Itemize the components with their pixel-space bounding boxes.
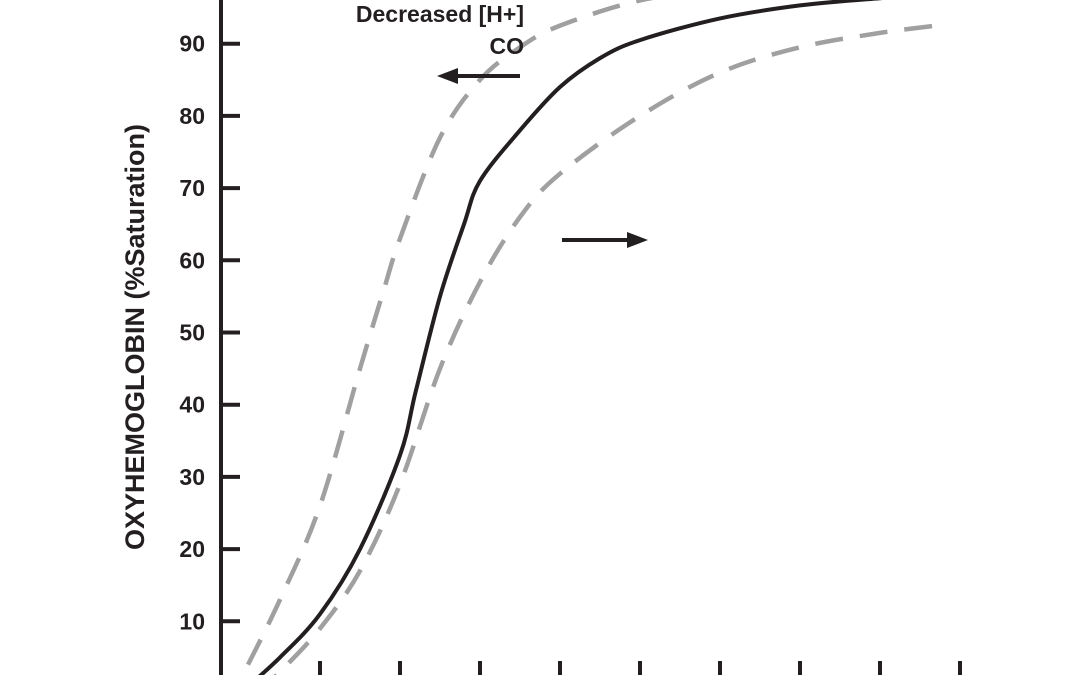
annotation-co: CO bbox=[490, 33, 525, 59]
right-shift-arrow bbox=[562, 232, 648, 248]
normal-curve bbox=[258, 0, 883, 675]
y-tick-label: 40 bbox=[179, 392, 205, 418]
y-axis-ticks: 10 20 30 40 50 60 70 80 90 bbox=[179, 31, 240, 634]
y-axis-title: OXYHEMOGLOBIN (%Saturation) bbox=[120, 124, 150, 550]
y-tick-label: 60 bbox=[179, 247, 205, 273]
left-shifted-curve bbox=[245, 0, 654, 666]
y-tick-label: 10 bbox=[179, 608, 205, 634]
y-tick-label: 30 bbox=[179, 464, 205, 490]
curves-layer bbox=[245, 0, 937, 675]
annotation-decreased-h: Decreased [H+] bbox=[356, 1, 524, 27]
y-tick-label: 50 bbox=[179, 320, 205, 346]
y-tick-label: 80 bbox=[179, 103, 205, 129]
y-tick-label: 70 bbox=[179, 175, 205, 201]
y-tick-label: 20 bbox=[179, 536, 205, 562]
right-shifted-curve bbox=[273, 23, 937, 675]
y-tick-label: 90 bbox=[179, 31, 205, 57]
left-shift-arrow bbox=[437, 68, 520, 84]
x-axis-ticks bbox=[318, 661, 962, 675]
